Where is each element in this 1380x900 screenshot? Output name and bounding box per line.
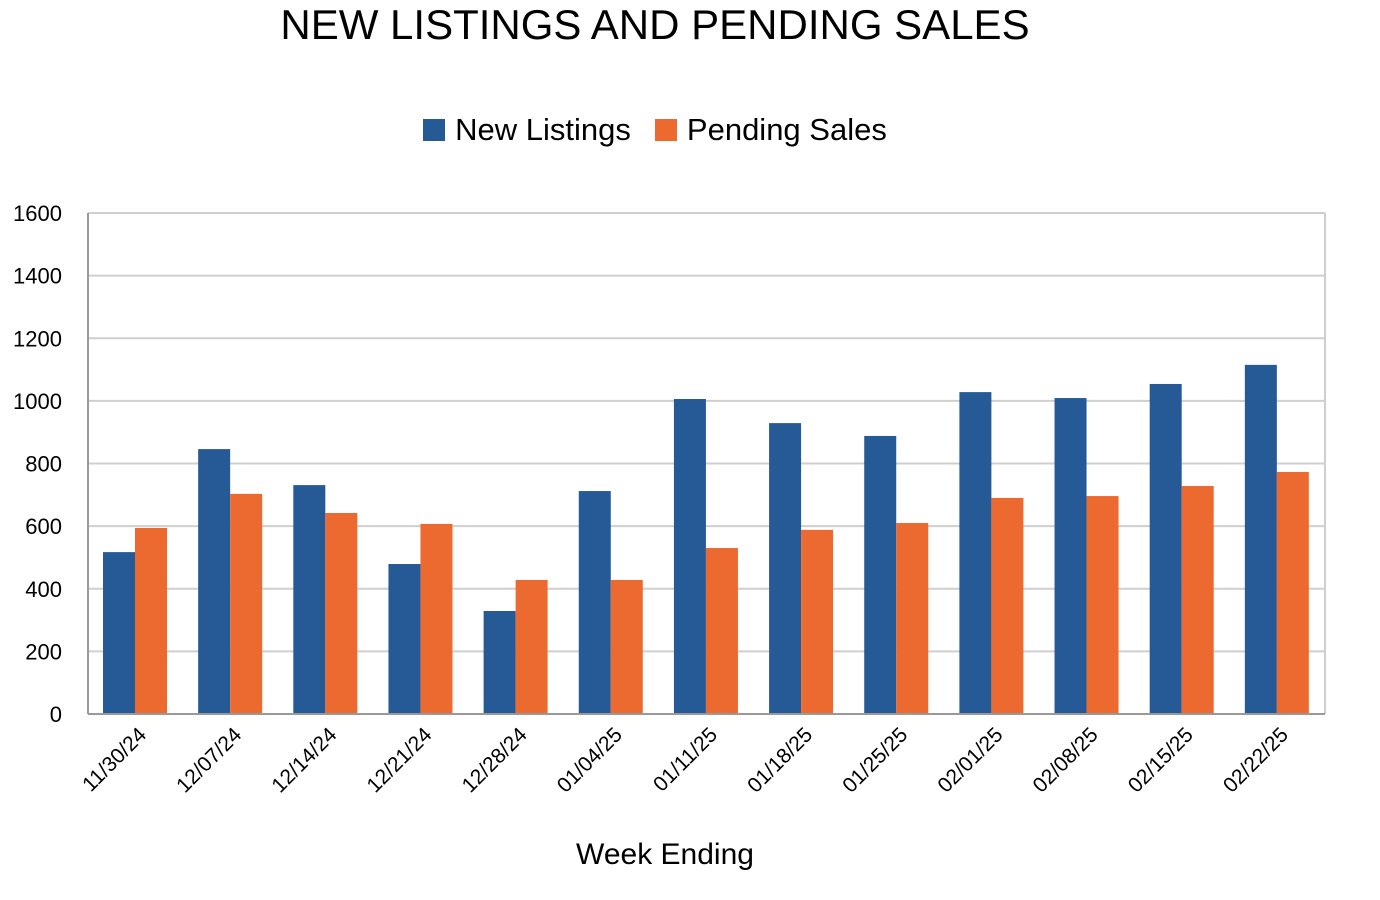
x-tick-label: 11/30/24 — [78, 723, 151, 796]
bar-pending-sales — [705, 548, 738, 714]
bar-pending-sales — [610, 579, 643, 714]
y-tick-label: 400 — [25, 577, 62, 602]
bar-new-listings — [864, 435, 897, 714]
bar-new-listings — [959, 392, 992, 714]
bar-pending-sales — [896, 522, 929, 714]
bar-new-listings — [1054, 398, 1087, 714]
bar-pending-sales — [1181, 486, 1214, 714]
chart-title: NEW LISTINGS AND PENDING SALES — [280, 1, 1030, 48]
bar-new-listings — [483, 610, 516, 714]
bar-pending-sales — [230, 493, 263, 714]
bar-pending-sales — [325, 512, 358, 714]
x-tick-label: 01/11/25 — [649, 723, 722, 796]
bar-pending-sales — [1086, 496, 1119, 714]
bar-pending-sales — [420, 523, 453, 714]
bar-pending-sales — [801, 529, 834, 714]
x-tick-label: 02/01/25 — [933, 723, 1007, 797]
legend-swatch-pending-sales — [654, 119, 677, 141]
legend-swatch-new-listings — [423, 119, 446, 141]
bar-new-listings — [1149, 383, 1182, 714]
y-tick-label: 1000 — [13, 389, 62, 414]
bar-new-listings — [1244, 364, 1277, 714]
y-tick-label: 0 — [50, 702, 62, 727]
bar-pending-sales — [135, 528, 167, 714]
y-tick-label: 1400 — [13, 264, 62, 289]
y-tick-label: 1200 — [13, 326, 62, 351]
legend-label-new-listings: New Listings — [455, 112, 631, 147]
x-tick-label: 01/18/25 — [743, 723, 817, 797]
bar-pending-sales — [991, 497, 1024, 714]
x-tick-label: 12/14/24 — [267, 723, 341, 797]
legend: New Listings Pending Sales — [0, 112, 1310, 148]
x-axis-label: Week Ending — [576, 838, 754, 871]
x-tick-label: 12/07/24 — [172, 723, 246, 797]
legend-item-new-listings: New Listings — [423, 112, 631, 148]
x-tick-label: 12/28/24 — [458, 723, 532, 797]
bar-new-listings — [198, 449, 231, 714]
y-tick-label: 600 — [25, 514, 62, 539]
bar-new-listings — [293, 485, 326, 714]
x-tick-label: 02/15/25 — [1124, 723, 1198, 797]
x-tick-label: 01/25/25 — [838, 723, 912, 797]
bar-new-listings — [578, 491, 611, 714]
bar-new-listings — [388, 564, 421, 714]
bar-pending-sales — [1276, 471, 1309, 714]
x-tick-label: 02/22/25 — [1219, 723, 1293, 797]
x-tick-label: 02/08/25 — [1029, 723, 1103, 797]
bar-new-listings — [103, 552, 135, 714]
bar-new-listings — [769, 423, 802, 714]
bar-pending-sales — [515, 579, 548, 714]
x-tick-label: 12/21/24 — [363, 723, 437, 797]
y-tick-label: 200 — [25, 639, 62, 664]
x-tick-label: 01/04/25 — [553, 723, 627, 797]
bar-new-listings — [673, 398, 706, 714]
legend-label-pending-sales: Pending Sales — [686, 112, 887, 147]
legend-item-pending-sales: Pending Sales — [654, 112, 887, 148]
y-tick-label: 800 — [25, 452, 62, 477]
y-tick-label: 1600 — [13, 201, 62, 226]
